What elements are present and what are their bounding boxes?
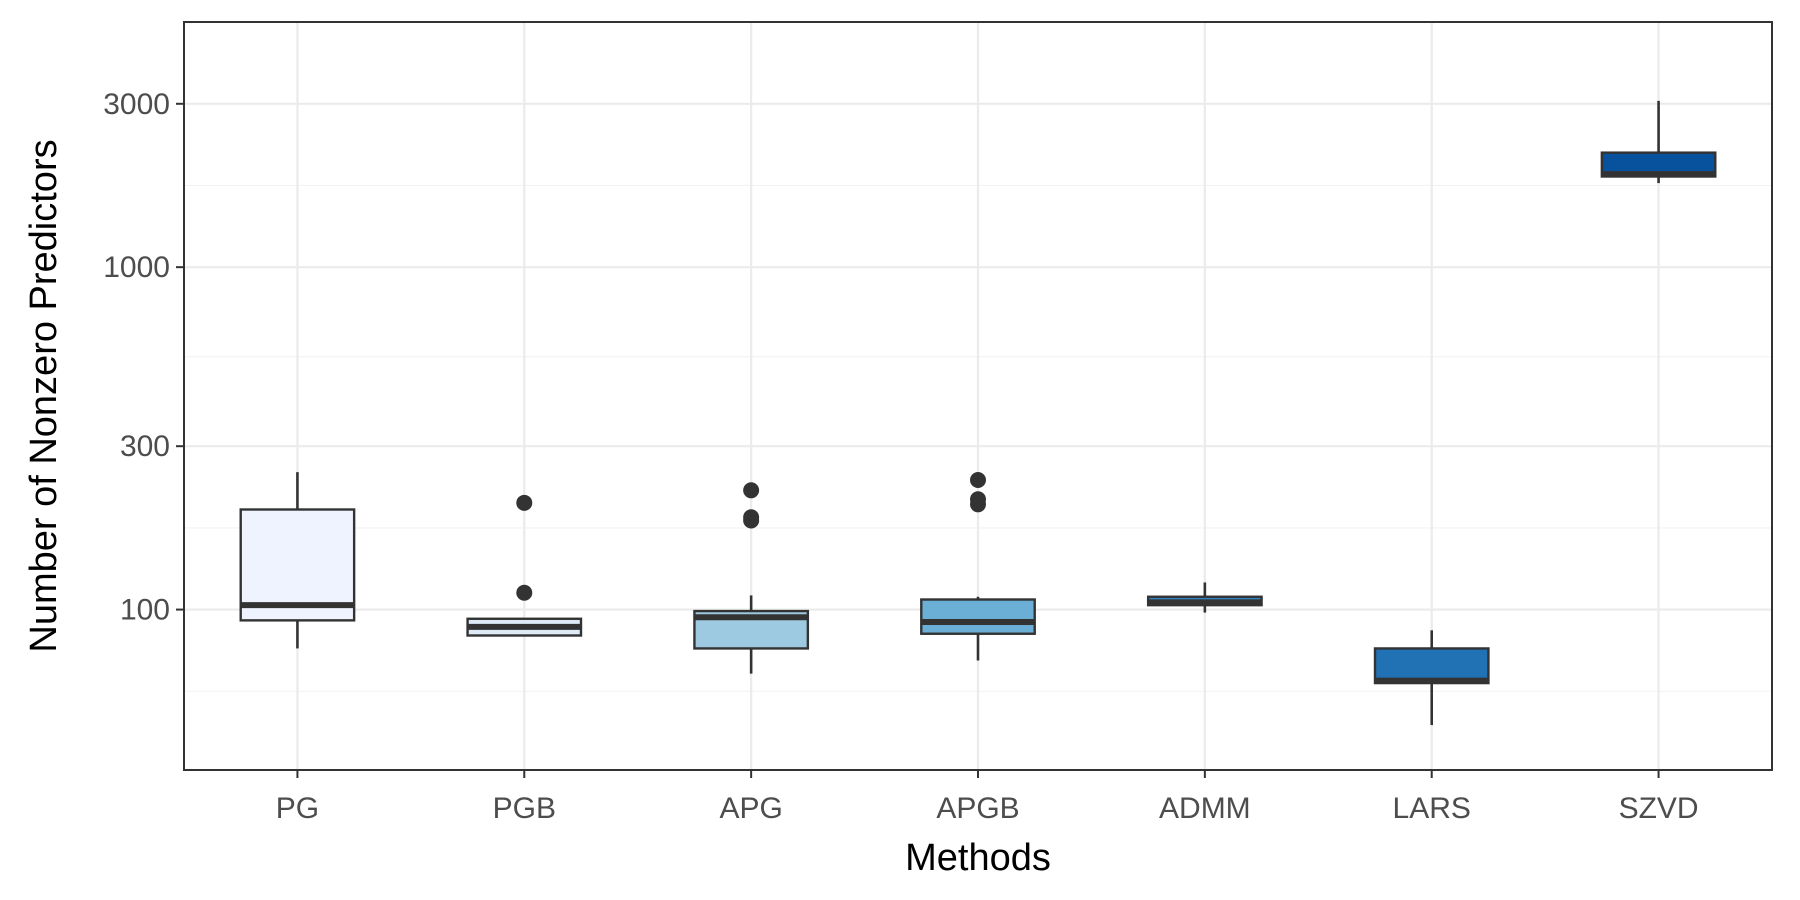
outlier-point (516, 494, 533, 511)
x-tick-label: PG (276, 792, 319, 825)
box-body (920, 598, 1036, 635)
box-szvd (1600, 100, 1717, 184)
x-tick-label: APG (719, 792, 782, 825)
y-tick-label: 300 (120, 430, 170, 463)
outlier-point (516, 584, 533, 601)
y-tick-label: 3000 (103, 88, 170, 121)
box-lars (1373, 630, 1490, 726)
outlier-point (743, 482, 760, 499)
x-tick-label: APGB (936, 792, 1019, 825)
box-pg (239, 472, 356, 649)
x-tick-label: LARS (1393, 792, 1471, 825)
x-tick-label: PGB (493, 792, 556, 825)
box-body (239, 508, 356, 622)
x-axis-title: Methods (905, 837, 1051, 879)
box-apgb (920, 472, 1036, 661)
boxes (239, 100, 1717, 726)
box-pgb (466, 494, 583, 637)
y-tick-label: 100 (120, 594, 170, 627)
outlier-point (970, 472, 986, 489)
axes: 100 300 1000 3000 PG PGB APG APGB ADMM LARS SZVD (103, 88, 1698, 825)
box-admm (1146, 582, 1263, 613)
y-tick-label: 1000 (103, 251, 170, 284)
y-axis-title: Number of Nonzero Predictors (23, 139, 65, 652)
x-tick-label: ADMM (1159, 792, 1251, 825)
box-apg (693, 482, 810, 674)
outlier-point (970, 491, 986, 508)
x-tick-label: SZVD (1619, 792, 1699, 825)
outlier-point (743, 509, 760, 526)
